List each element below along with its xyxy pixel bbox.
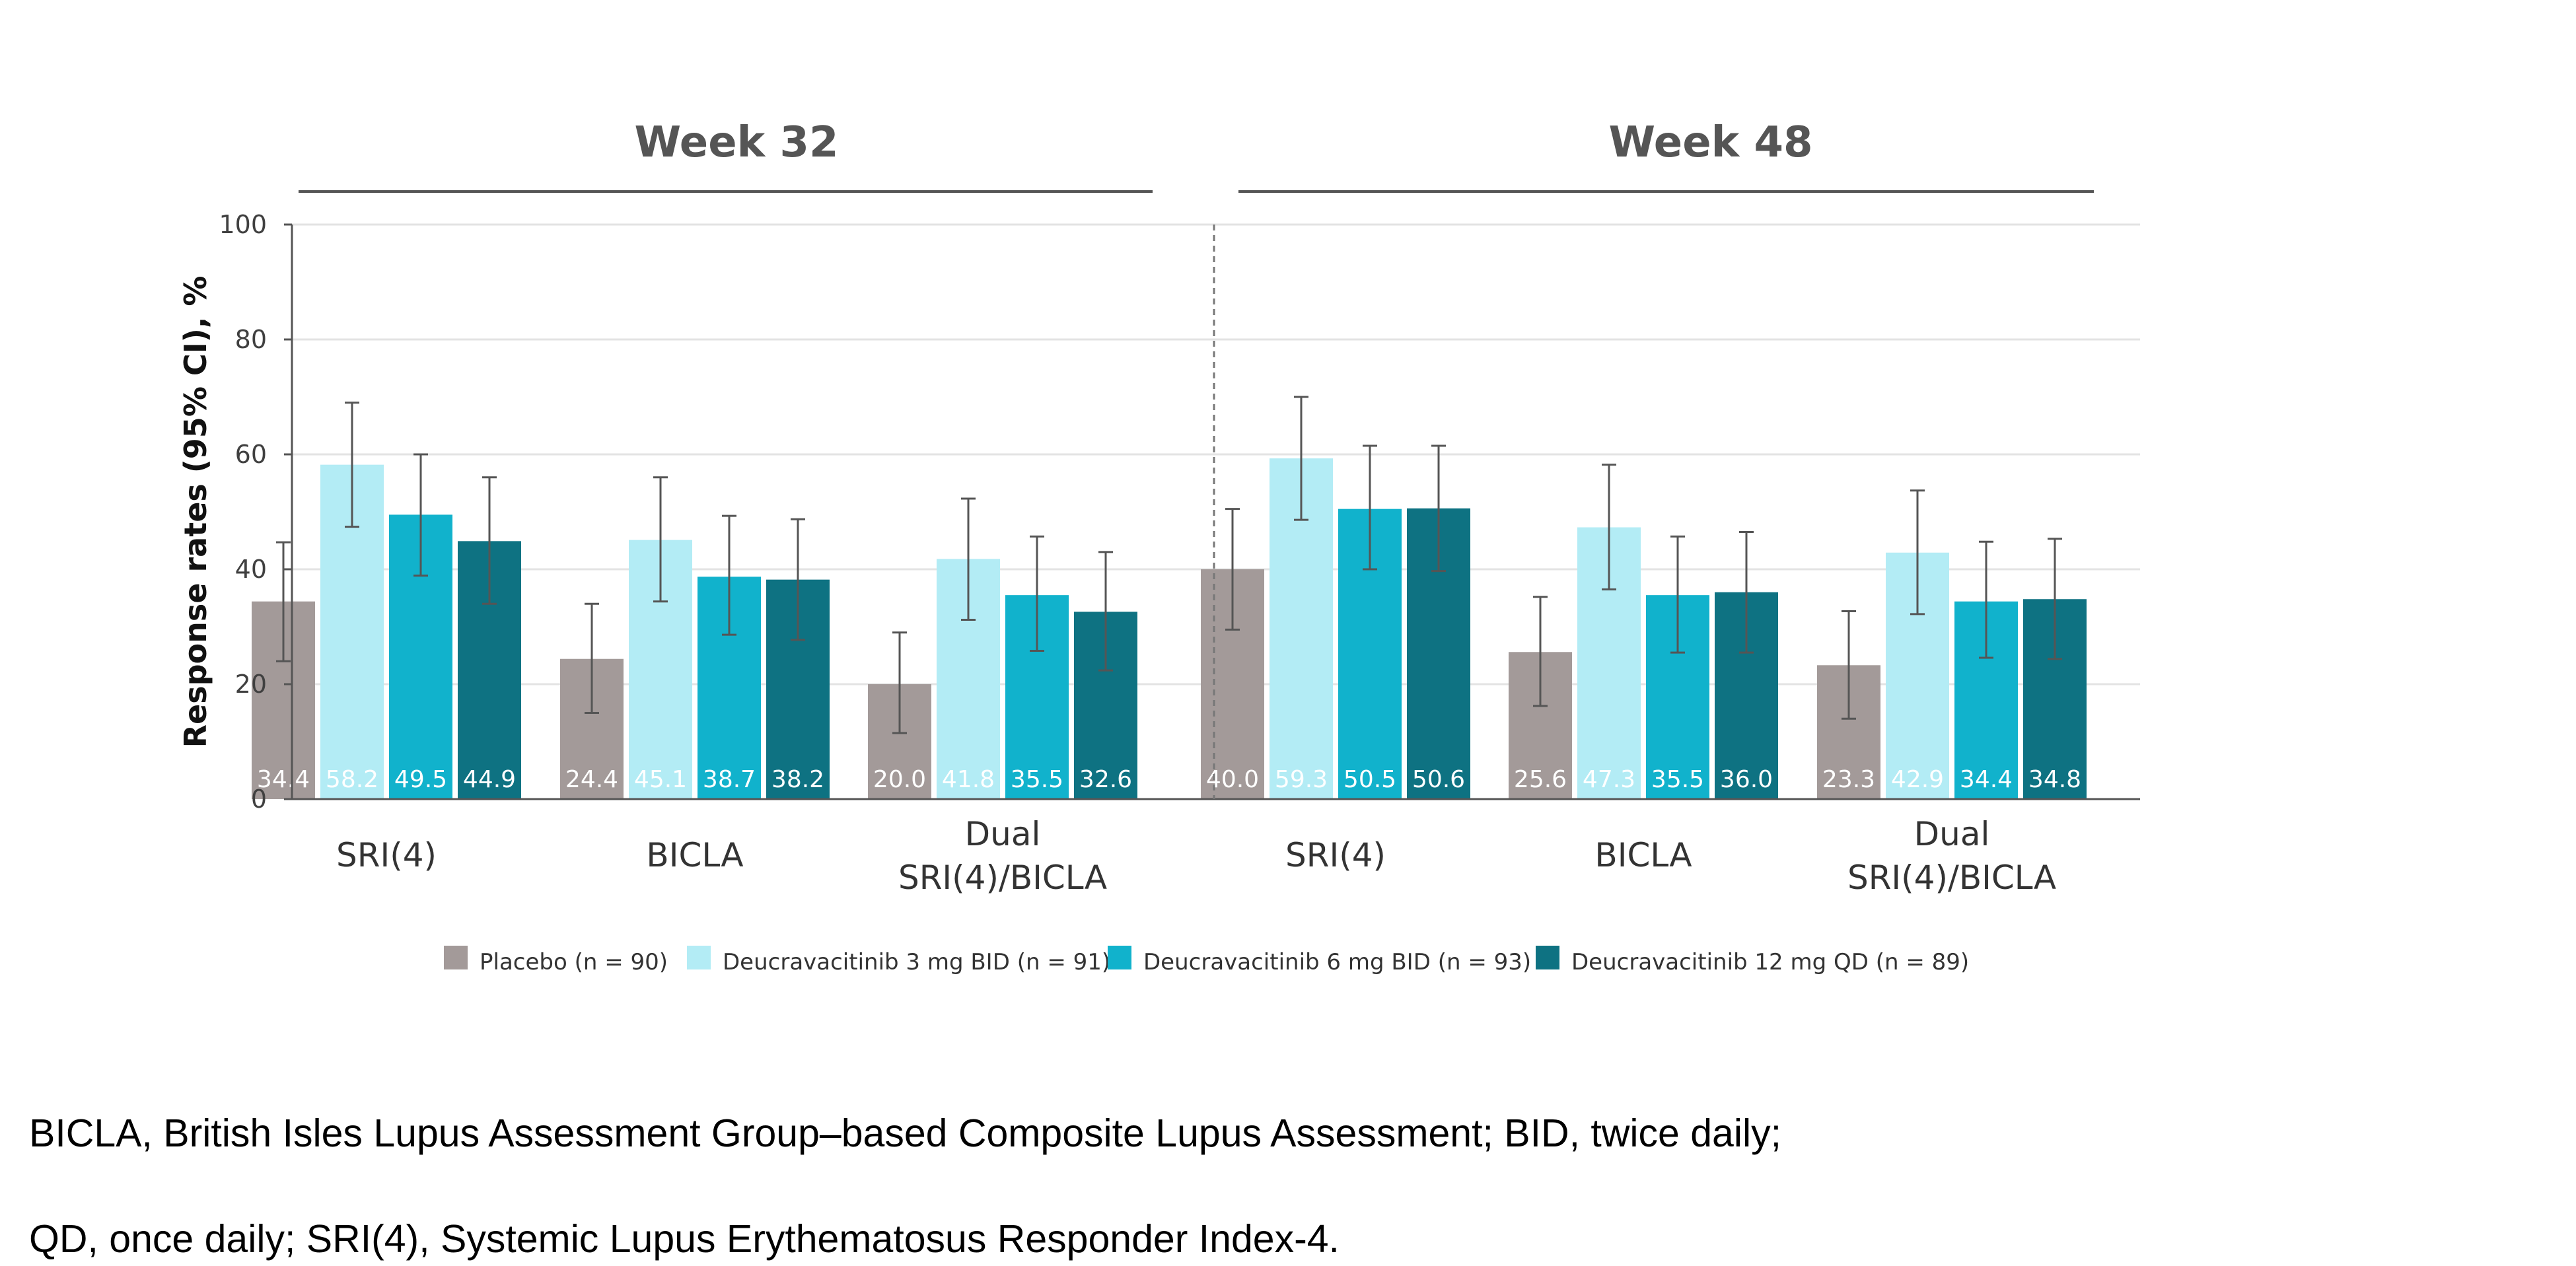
bar-value-label: 38.7 <box>703 766 756 793</box>
category-label: SRI(4) <box>1285 836 1386 874</box>
legend-swatch <box>1108 946 1131 969</box>
bar-value-label: 44.9 <box>463 766 516 793</box>
bar-value-label: 34.4 <box>257 766 310 793</box>
y-tick-label: 0 <box>251 785 267 814</box>
panel-title: Week 32 <box>634 118 838 167</box>
category-label: Dual <box>965 815 1041 853</box>
category-label: SRI(4) <box>336 836 437 874</box>
bar-value-label: 34.4 <box>1960 766 2013 793</box>
panel-headers: Week 32 Week 48 <box>299 118 2094 193</box>
y-tick-label: 20 <box>235 670 267 699</box>
bar-value-label: 36.0 <box>1720 766 1773 793</box>
legend-swatch <box>444 946 468 969</box>
bar-value-label: 20.0 <box>873 766 926 793</box>
legend-label: Deucravacitinib 12 mg QD (n = 89) <box>1571 949 1969 975</box>
bar-value-label: 25.6 <box>1514 766 1567 793</box>
legend: Placebo (n = 90) Deucravacitinib 3 mg BID… <box>444 946 1969 975</box>
bar-value-label: 45.1 <box>634 766 687 793</box>
bar-value-label: 23.3 <box>1822 766 1875 793</box>
bar-value-label: 32.6 <box>1079 766 1132 793</box>
legend-label: Deucravacitinib 6 mg BID (n = 93) <box>1143 949 1531 975</box>
y-axis-title: Response rates (95% CI), % <box>178 276 213 748</box>
bar-value-label: 41.8 <box>942 766 995 793</box>
bars <box>252 458 2087 799</box>
bar-value-label: 49.5 <box>394 766 447 793</box>
bar-value-label: 35.5 <box>1651 766 1704 793</box>
legend-label: Placebo (n = 90) <box>480 949 668 975</box>
legend-swatch <box>687 946 711 969</box>
y-tick-label: 60 <box>235 440 267 469</box>
bar-value-labels: 34.4 24.4 20.0 40.0 25.6 23.358.2 45.1 41.8 59.3… <box>257 766 2081 793</box>
category-label: SRI(4)/BICLA <box>898 859 1107 897</box>
error-bars <box>276 396 2062 734</box>
y-tick-label: 40 <box>235 555 267 584</box>
bar-value-label: 38.2 <box>771 766 824 793</box>
bar-value-label: 50.6 <box>1412 766 1465 793</box>
bar-value-label: 35.5 <box>1011 766 1063 793</box>
bar-value-label: 24.4 <box>565 766 618 793</box>
legend-swatch <box>1536 946 1559 969</box>
panel-title: Week 48 <box>1608 118 1812 167</box>
footnote-line-2: QD, once daily; SRI(4), Systemic Lupus E… <box>29 1217 1340 1261</box>
category-label: BICLA <box>1594 836 1692 874</box>
bar-value-label: 59.3 <box>1275 766 1328 793</box>
y-tick-label: 100 <box>219 210 267 239</box>
axes: 0 20 40 60 80 100 Response rates (95% CI), % SR… <box>178 210 2140 897</box>
bar-value-label: 58.2 <box>326 766 378 793</box>
bar-value-label: 34.8 <box>2028 766 2081 793</box>
legend-label: Deucravacitinib 3 mg BID (n = 91) <box>723 949 1110 975</box>
bar-value-label: 47.3 <box>1583 766 1635 793</box>
y-tick-label: 80 <box>235 325 267 354</box>
category-label: BICLA <box>646 836 743 874</box>
bar-value-label: 50.5 <box>1343 766 1396 793</box>
footnote-line-1: BICLA, British Isles Lupus Assessment Gr… <box>29 1111 1781 1155</box>
category-label: SRI(4)/BICLA <box>1847 859 2056 897</box>
bar-value-label: 42.9 <box>1891 766 1944 793</box>
response-rate-chart: 34.4 24.4 20.0 40.0 25.6 23.358.2 45.1 41.8 59.3… <box>178 118 2140 975</box>
category-label: Dual <box>1914 815 1990 853</box>
